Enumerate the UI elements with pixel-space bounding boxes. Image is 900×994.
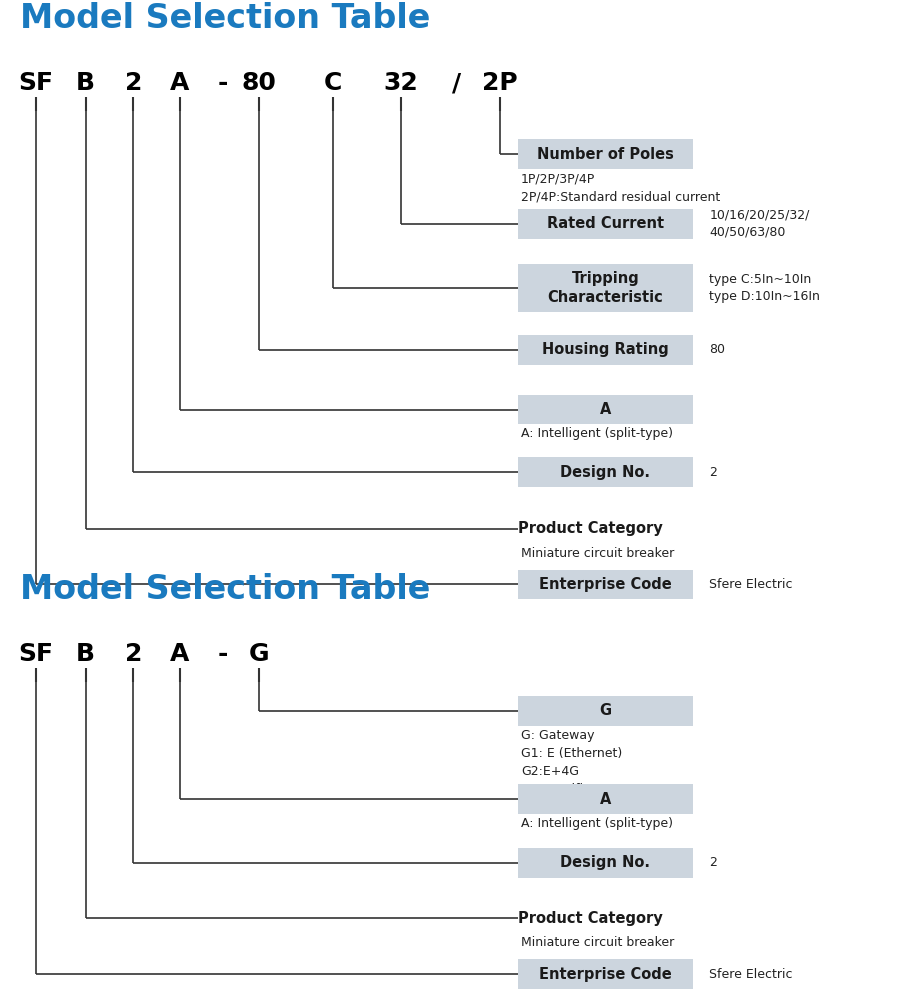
Text: A: Intelligent (split-type): A: Intelligent (split-type) [521, 427, 673, 440]
Text: C: C [324, 72, 342, 95]
Text: Miniature circuit breaker: Miniature circuit breaker [521, 547, 674, 560]
Text: Product Category: Product Category [518, 911, 662, 926]
FancyBboxPatch shape [518, 395, 693, 424]
Text: 2P: 2P [482, 72, 517, 95]
Text: B: B [76, 72, 95, 95]
FancyBboxPatch shape [518, 209, 693, 239]
Text: Design No.: Design No. [560, 855, 650, 871]
Text: Miniature circuit breaker: Miniature circuit breaker [521, 936, 674, 949]
Text: A: A [599, 791, 611, 807]
Text: Model Selection Table: Model Selection Table [20, 2, 430, 35]
Text: A: A [599, 402, 611, 417]
Text: G: Gateway
G1: E (Ethernet)
G2:E+4G
G3:E+wifi: G: Gateway G1: E (Ethernet) G2:E+4G G3:E… [521, 729, 622, 795]
FancyBboxPatch shape [518, 264, 693, 312]
Text: 32: 32 [383, 72, 418, 95]
Text: type C:5In~10In
type D:10In~16In: type C:5In~10In type D:10In~16In [709, 273, 820, 303]
FancyBboxPatch shape [518, 848, 693, 878]
Text: /: / [452, 72, 461, 95]
Text: Rated Current: Rated Current [546, 216, 664, 232]
Text: A: Intelligent (split-type): A: Intelligent (split-type) [521, 817, 673, 830]
Text: -: - [218, 642, 229, 666]
Text: A: A [170, 642, 190, 666]
Text: 80: 80 [242, 72, 276, 95]
Text: 10/16/20/25/32/
40/50/63/80: 10/16/20/25/32/ 40/50/63/80 [709, 209, 810, 239]
Text: B: B [76, 642, 95, 666]
Text: 2: 2 [124, 72, 142, 95]
Text: Sfere Electric: Sfere Electric [709, 578, 793, 591]
Text: 2: 2 [709, 465, 717, 479]
FancyBboxPatch shape [518, 570, 693, 599]
Text: 80: 80 [709, 343, 725, 357]
Text: A: A [170, 72, 190, 95]
Text: 1P/2P/3P/4P
2P/4P:Standard residual current: 1P/2P/3P/4P 2P/4P:Standard residual curr… [521, 173, 720, 204]
FancyBboxPatch shape [518, 696, 693, 726]
FancyBboxPatch shape [518, 457, 693, 487]
Text: 2: 2 [124, 642, 142, 666]
Text: Housing Rating: Housing Rating [542, 342, 669, 358]
Text: Enterprise Code: Enterprise Code [539, 577, 671, 592]
FancyBboxPatch shape [518, 784, 693, 814]
FancyBboxPatch shape [518, 139, 693, 169]
Text: -: - [218, 72, 229, 95]
Text: G: G [249, 642, 269, 666]
Text: SF: SF [19, 72, 53, 95]
Text: Design No.: Design No. [560, 464, 650, 480]
Text: Model Selection Table: Model Selection Table [20, 574, 430, 606]
Text: Tripping
Characteristic: Tripping Characteristic [547, 271, 663, 305]
Text: Sfere Electric: Sfere Electric [709, 967, 793, 981]
Text: G: G [599, 703, 611, 719]
Text: Product Category: Product Category [518, 521, 662, 537]
Text: Enterprise Code: Enterprise Code [539, 966, 671, 982]
Text: SF: SF [19, 642, 53, 666]
Text: Number of Poles: Number of Poles [536, 146, 674, 162]
Text: 2: 2 [709, 856, 717, 870]
FancyBboxPatch shape [518, 959, 693, 989]
FancyBboxPatch shape [518, 335, 693, 365]
